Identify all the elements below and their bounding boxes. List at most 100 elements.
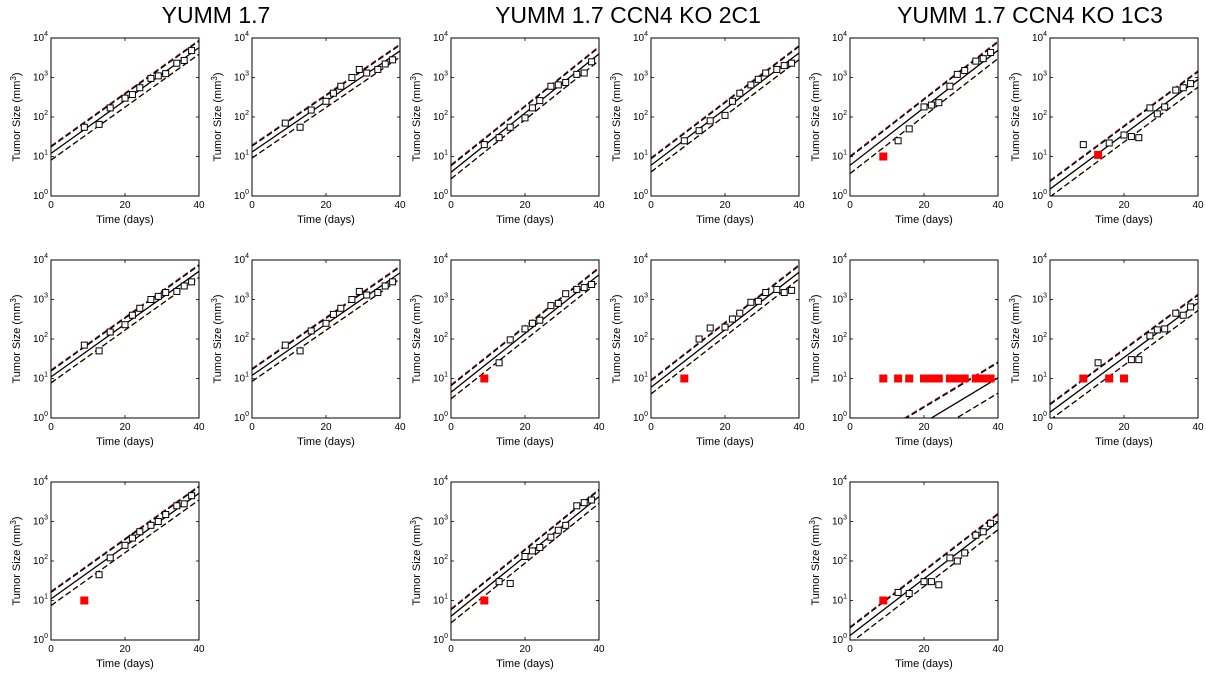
data-point (728, 315, 736, 323)
data-point (695, 127, 703, 135)
data-point (188, 278, 196, 286)
fit-line (930, 377, 998, 418)
censored-point (953, 374, 962, 383)
ci-lower-dark-line (51, 53, 199, 161)
data-point (147, 521, 155, 529)
data-point (154, 292, 162, 300)
y-tick-label: 104 (1032, 253, 1047, 266)
data-point (580, 499, 588, 507)
axes-box (251, 37, 401, 197)
ci-upper-dark-line (451, 46, 599, 166)
data-point (1127, 356, 1135, 364)
x-tick-label: 20 (119, 422, 131, 433)
data-point (128, 311, 136, 319)
y-tick-label: 104 (832, 253, 847, 266)
y-tick-label: 100 (1032, 411, 1047, 424)
ci-upper-line (252, 265, 400, 369)
chart-panel: 0 20 40 100 101 102 103 104 Time (days) Tumor Siz… (609, 31, 805, 226)
x-tick-label: 40 (593, 200, 605, 211)
chart-panel: 0 20 40 100 101 102 103 104 Time (days) Tumor Siz… (409, 253, 605, 448)
data-point (905, 125, 913, 133)
ci-lower-dark-line (850, 58, 998, 175)
x-axis-label: Time (days) (1095, 436, 1153, 448)
data-point (121, 541, 129, 549)
data-point (706, 117, 714, 125)
y-tick-label: 104 (633, 31, 648, 44)
x-tick-label: 40 (193, 200, 205, 211)
y-tick-label: 102 (234, 110, 249, 123)
data-point (180, 282, 188, 290)
ci-lower-dark-line (51, 499, 199, 607)
censored-point (1120, 374, 1128, 383)
y-tick-label: 101 (234, 150, 249, 163)
y-tick-label: 100 (832, 189, 847, 202)
chart-panel: 0 20 40 100 101 102 103 104 Time (days) Tumor Siz… (9, 475, 205, 670)
y-tick-label: 103 (33, 293, 48, 306)
data-point (536, 316, 544, 324)
x-axis-label: Time (days) (496, 658, 554, 670)
ci-lower-dark-line (1051, 310, 1198, 418)
y-tick-label: 102 (33, 110, 48, 123)
data-point (281, 119, 289, 127)
x-tick-label: 20 (719, 200, 731, 211)
x-axis-label: Time (days) (895, 436, 953, 448)
x-axis-label: Time (days) (1095, 214, 1153, 226)
ci-upper-dark-line (850, 513, 998, 629)
y-tick-label: 104 (1032, 31, 1047, 44)
y-tick-label: 102 (1032, 110, 1047, 123)
x-axis-label: Time (days) (696, 436, 754, 448)
y-tick-label: 101 (433, 150, 448, 163)
x-tick-label: 40 (593, 422, 605, 433)
data-point (322, 97, 330, 105)
data-point (547, 533, 555, 541)
y-tick-label: 103 (433, 71, 448, 84)
data-point (136, 304, 144, 312)
x-tick-label: 20 (119, 200, 131, 211)
x-axis-label: Time (days) (96, 214, 154, 226)
data-point (987, 519, 995, 527)
data-point (573, 502, 581, 510)
data-point (307, 106, 315, 114)
data-point (762, 289, 770, 297)
data-point (946, 554, 954, 562)
x-axis-label: Time (days) (297, 436, 355, 448)
y-tick-label: 101 (33, 372, 48, 385)
ci-upper-dark-line (51, 264, 199, 372)
ci-lower-dark-line (252, 278, 400, 382)
censored-point (480, 374, 489, 383)
y-tick-label: 100 (832, 633, 847, 646)
data-point (1161, 325, 1169, 333)
x-tick-label: 20 (519, 200, 531, 211)
data-point (363, 291, 371, 299)
data-point (173, 59, 181, 67)
ci-upper-line (51, 485, 199, 592)
data-point (337, 82, 345, 90)
y-axis-label: Tumor Size (mm3) (808, 73, 822, 162)
ci-upper-dark-line (51, 486, 199, 593)
data-point (95, 571, 103, 579)
data-point (381, 282, 389, 290)
x-tick-label: 0 (448, 200, 454, 211)
data-point (588, 496, 596, 504)
x-tick-label: 20 (320, 422, 332, 433)
data-point (1179, 311, 1187, 319)
y-axis-label: Tumor Size (mm3) (210, 73, 224, 162)
y-axis-label: Tumor Size (mm3) (9, 295, 23, 384)
y-tick-label: 101 (1032, 372, 1047, 385)
y-tick-label: 103 (234, 71, 249, 84)
axes-box (650, 37, 800, 197)
y-tick-label: 101 (832, 372, 847, 385)
y-tick-label: 100 (433, 633, 448, 646)
y-tick-label: 102 (33, 332, 48, 345)
y-tick-label: 101 (1032, 150, 1047, 163)
ci-upper-line (651, 264, 799, 380)
axes-box (50, 259, 200, 419)
x-tick-label: 40 (992, 200, 1004, 211)
y-tick-label: 101 (633, 372, 648, 385)
chart-panel: 0 20 40 100 101 102 103 104 Time (days) Tumor Siz… (9, 31, 205, 226)
data-point (1135, 356, 1143, 364)
data-point (495, 134, 503, 142)
data-point (136, 84, 144, 92)
data-point (389, 56, 397, 64)
data-point (1127, 133, 1135, 141)
